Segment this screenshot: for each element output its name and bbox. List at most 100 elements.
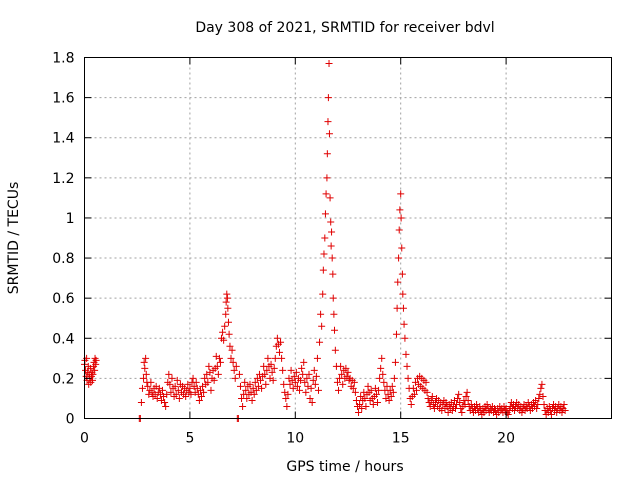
data-point bbox=[326, 194, 334, 202]
data-point bbox=[312, 372, 320, 380]
data-point bbox=[352, 396, 360, 404]
x-tick-label: 10 bbox=[286, 431, 304, 447]
data-point bbox=[168, 374, 176, 382]
data-point bbox=[540, 400, 548, 408]
data-point bbox=[296, 386, 304, 394]
data-point bbox=[142, 354, 150, 362]
data-point bbox=[356, 400, 364, 408]
data-point bbox=[223, 294, 231, 302]
data-point bbox=[232, 362, 240, 370]
data-point bbox=[213, 362, 221, 370]
data-point bbox=[461, 400, 469, 408]
data-point bbox=[268, 368, 276, 376]
data-point bbox=[293, 382, 301, 390]
data-point bbox=[314, 386, 322, 394]
data-point bbox=[215, 354, 223, 362]
data-point bbox=[242, 386, 250, 394]
x-axis-label: GPS time / hours bbox=[286, 459, 403, 475]
data-points bbox=[81, 60, 569, 422]
data-point bbox=[278, 354, 286, 362]
data-point bbox=[271, 354, 279, 362]
plot-frame bbox=[84, 57, 612, 419]
data-point bbox=[375, 386, 383, 394]
data-point bbox=[303, 374, 311, 382]
data-point bbox=[282, 394, 290, 402]
data-point bbox=[175, 394, 183, 402]
data-point bbox=[220, 336, 228, 344]
x-tick-label: 20 bbox=[497, 431, 515, 447]
data-point bbox=[462, 392, 470, 400]
data-point bbox=[273, 334, 281, 342]
data-point bbox=[219, 328, 227, 336]
data-point bbox=[138, 384, 146, 392]
data-point bbox=[187, 390, 195, 398]
data-point bbox=[392, 330, 400, 338]
data-point bbox=[364, 382, 372, 390]
data-point bbox=[298, 364, 306, 372]
data-point bbox=[391, 358, 399, 366]
data-point bbox=[302, 388, 310, 396]
data-point bbox=[321, 234, 329, 242]
data-point bbox=[289, 384, 297, 392]
data-point bbox=[377, 364, 385, 372]
data-point bbox=[362, 402, 370, 410]
data-point bbox=[140, 358, 148, 366]
data-point bbox=[283, 402, 291, 410]
data-point bbox=[324, 118, 332, 126]
data-point bbox=[158, 386, 166, 394]
data-point bbox=[361, 394, 369, 402]
data-point bbox=[207, 386, 215, 394]
data-point bbox=[422, 378, 430, 386]
data-point bbox=[398, 270, 406, 278]
data-point bbox=[342, 364, 350, 372]
data-point bbox=[214, 370, 222, 378]
data-point bbox=[222, 310, 230, 318]
x-tick-label: 5 bbox=[185, 431, 194, 447]
data-point bbox=[171, 382, 179, 390]
data-point bbox=[269, 376, 277, 384]
data-point bbox=[166, 380, 174, 388]
data-point bbox=[455, 390, 463, 398]
data-point bbox=[378, 354, 386, 362]
data-point bbox=[533, 404, 541, 412]
data-point bbox=[319, 266, 327, 274]
data-point bbox=[167, 388, 175, 396]
data-point bbox=[262, 380, 270, 388]
data-point bbox=[320, 250, 328, 258]
data-point bbox=[327, 242, 335, 250]
data-point bbox=[290, 372, 298, 380]
data-point bbox=[258, 384, 266, 392]
data-point bbox=[277, 338, 285, 346]
data-point bbox=[397, 190, 405, 198]
data-point bbox=[286, 380, 294, 388]
data-point bbox=[201, 374, 209, 382]
y-tick-label: 0 bbox=[66, 412, 75, 428]
data-point bbox=[205, 362, 213, 370]
data-point bbox=[184, 380, 192, 388]
data-point bbox=[301, 378, 309, 386]
data-point bbox=[257, 376, 265, 384]
data-point bbox=[227, 354, 235, 362]
data-point bbox=[396, 206, 404, 214]
data-point bbox=[328, 254, 336, 262]
data-point bbox=[390, 374, 398, 382]
y-tick-label: 1.2 bbox=[52, 171, 74, 187]
data-point bbox=[322, 190, 330, 198]
data-point bbox=[327, 218, 335, 226]
data-point bbox=[310, 366, 318, 374]
data-point bbox=[333, 378, 341, 386]
y-tick-label: 1.8 bbox=[52, 51, 74, 67]
data-point bbox=[231, 374, 239, 382]
data-point bbox=[339, 380, 347, 388]
data-point bbox=[547, 410, 555, 418]
data-point bbox=[427, 396, 435, 404]
data-point bbox=[331, 326, 339, 334]
data-point bbox=[251, 378, 259, 386]
data-point bbox=[91, 366, 99, 374]
data-point bbox=[309, 376, 317, 384]
data-point bbox=[401, 334, 409, 342]
data-point bbox=[444, 408, 452, 416]
y-tick-label: 1.4 bbox=[52, 131, 74, 147]
data-point bbox=[195, 396, 203, 404]
data-point bbox=[328, 228, 336, 236]
